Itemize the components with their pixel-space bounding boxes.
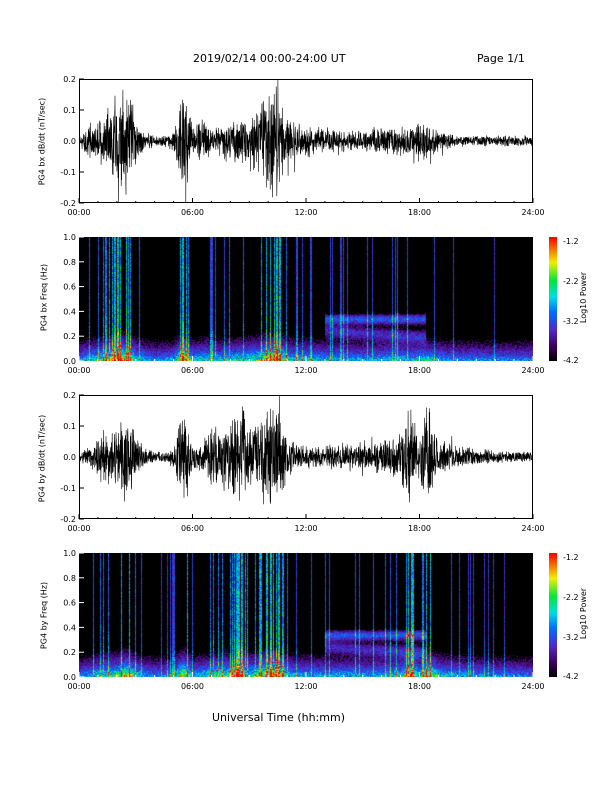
xtick-label: 24:00: [521, 524, 544, 533]
xtick-label: 12:00: [294, 524, 317, 533]
page-number: Page 1/1: [477, 52, 525, 65]
cbar1-tick-1: -2.2: [563, 277, 579, 286]
xtick-label: 00:00: [67, 366, 90, 375]
xtick-label: 24:00: [521, 366, 544, 375]
xtick-label: 18:00: [408, 524, 431, 533]
ytick-label: 0.0: [63, 673, 76, 682]
xtick-label: 24:00: [521, 208, 544, 217]
xtick-label: 12:00: [294, 208, 317, 217]
cbar2-tick-0: -1.2: [563, 553, 579, 562]
xtick-label: 12:00: [294, 682, 317, 691]
ytick-label: 0.2: [63, 648, 76, 657]
bx-dbdt-plot: [79, 79, 533, 203]
xtick-label: 00:00: [67, 208, 90, 217]
ytick-label: 0.4: [63, 307, 76, 316]
cbar1-tick-2: -3.2: [563, 317, 579, 326]
cbar2-tick-2: -3.2: [563, 633, 579, 642]
xtick-label: 06:00: [181, 366, 204, 375]
page-title: 2019/02/14 00:00-24:00 UT: [193, 52, 346, 65]
bx-spectrogram-image: [79, 237, 533, 361]
ytick-label: -0.1: [60, 168, 76, 177]
by-spectrogram-image: [79, 553, 533, 677]
by-dbdt-plot: [79, 395, 533, 519]
bx-colorbar: [549, 237, 557, 361]
ytick-label: 0.0: [63, 357, 76, 366]
cbar2-tick-3: -4.2: [563, 672, 579, 681]
cbar1-tick-0: -1.2: [563, 237, 579, 246]
xtick-label: 06:00: [181, 682, 204, 691]
xtick-label: 18:00: [408, 208, 431, 217]
xtick-label: 18:00: [408, 682, 431, 691]
xtick-label: 00:00: [67, 524, 90, 533]
cbar1-title: Log10 Power: [579, 271, 589, 324]
by-freq-ylabel: PG4 by Freq (Hz): [39, 581, 49, 650]
ytick-label: 0.0: [63, 137, 76, 146]
by-waveform: [79, 395, 533, 505]
ytick-label: 0.0: [63, 453, 76, 462]
ytick-label: 0.2: [63, 75, 76, 84]
ytick-label: 0.2: [63, 332, 76, 341]
waveform-trace: [79, 79, 533, 203]
by-colorbar: [549, 553, 557, 677]
ytick-label: -0.1: [60, 484, 76, 493]
bx-spectrogram: [79, 237, 533, 361]
ytick-label: 0.1: [63, 422, 76, 431]
xtick-label: 18:00: [408, 366, 431, 375]
xtick-label: 24:00: [521, 682, 544, 691]
ytick-label: 0.8: [63, 574, 76, 583]
bx-waveform: [79, 79, 533, 203]
ytick-label: 0.6: [63, 599, 76, 608]
xtick-label: 00:00: [67, 682, 90, 691]
waveform-trace: [79, 395, 533, 505]
ytick-label: 0.1: [63, 106, 76, 115]
xtick-label: 12:00: [294, 366, 317, 375]
cbar2-tick-1: -2.2: [563, 593, 579, 602]
cbar1-tick-3: -4.2: [563, 356, 579, 365]
ytick-label: 1.0: [63, 549, 76, 558]
ytick-label: -0.2: [60, 515, 76, 524]
ytick-label: 0.8: [63, 258, 76, 267]
ytick-label: 0.4: [63, 623, 76, 632]
ytick-label: 1.0: [63, 233, 76, 242]
ytick-label: -0.2: [60, 199, 76, 208]
xtick-label: 06:00: [181, 524, 204, 533]
x-axis-label: Universal Time (hh:mm): [212, 711, 345, 724]
cbar2-title: Log10 Power: [579, 587, 589, 640]
by-spectrogram: [79, 553, 533, 677]
ytick-label: 0.6: [63, 283, 76, 292]
xtick-label: 06:00: [181, 208, 204, 217]
ytick-label: 0.2: [63, 391, 76, 400]
